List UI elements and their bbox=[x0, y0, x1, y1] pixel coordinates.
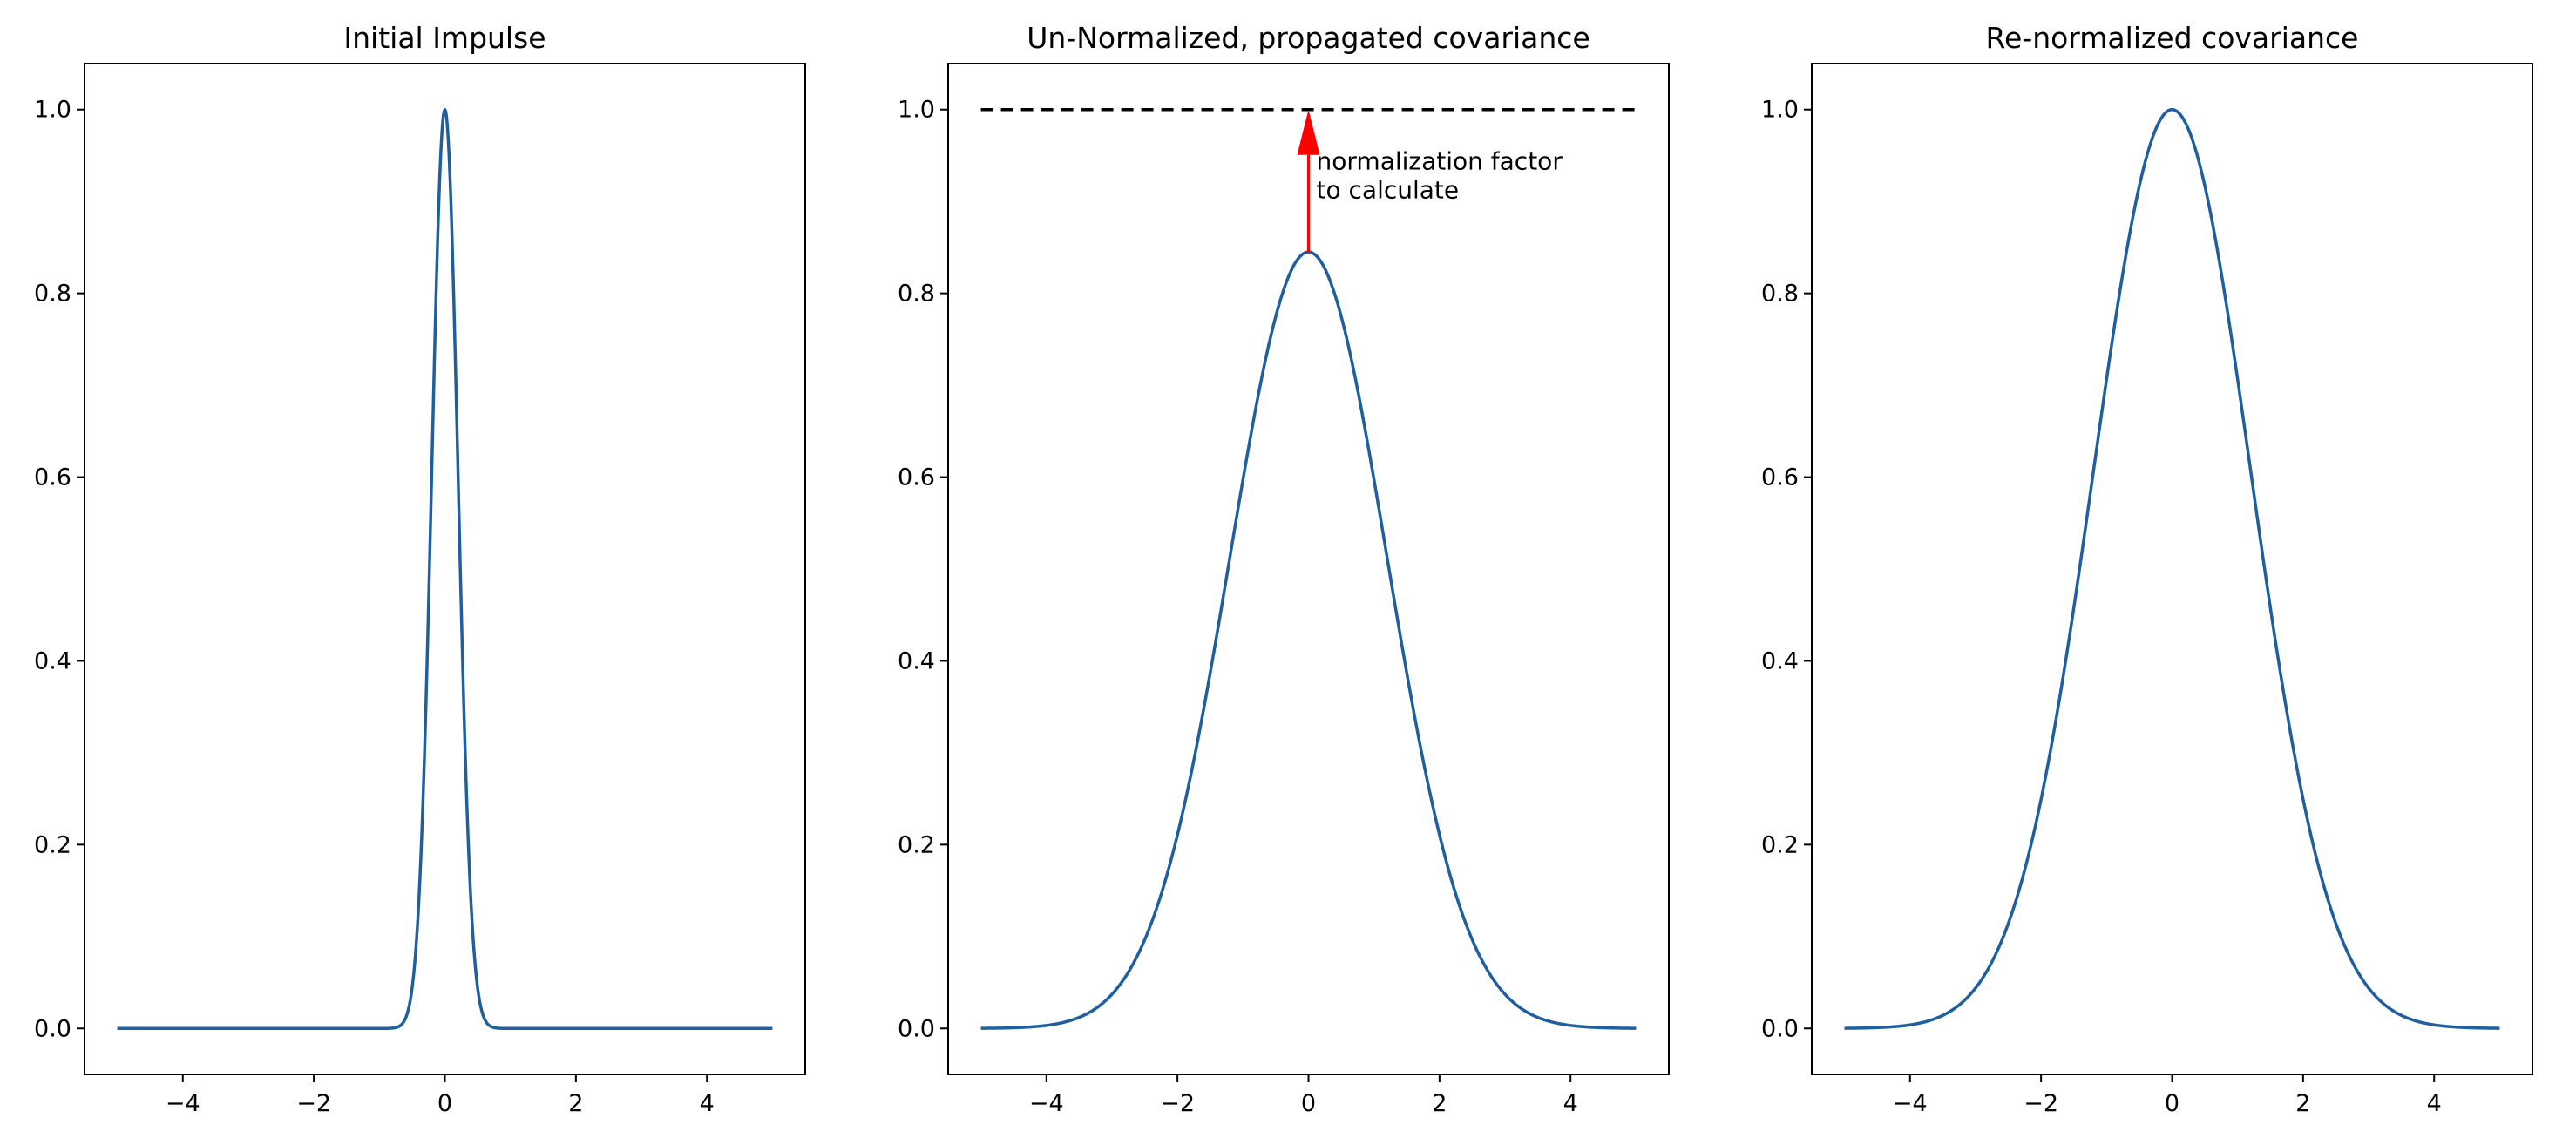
y-tick-label: 1.0 bbox=[1761, 97, 1799, 124]
y-tick-label: 0.4 bbox=[34, 647, 71, 674]
x-tick-label: −2 bbox=[2024, 1090, 2058, 1117]
y-tick-label: 0.8 bbox=[34, 281, 71, 308]
x-tick-label: −4 bbox=[166, 1090, 200, 1117]
x-tick-label: 2 bbox=[2295, 1090, 2310, 1117]
x-tick-label: 2 bbox=[1432, 1090, 1447, 1117]
chart-title: Initial Impulse bbox=[343, 21, 546, 55]
y-tick-label: 0.6 bbox=[34, 464, 71, 491]
y-tick-label: 0.8 bbox=[898, 281, 935, 308]
y-tick-label: 0.4 bbox=[898, 647, 935, 674]
x-tick-label: −2 bbox=[1160, 1090, 1195, 1117]
y-tick-label: 0.2 bbox=[34, 831, 71, 858]
x-tick-label: 4 bbox=[1563, 1090, 1578, 1117]
y-tick-label: 0.0 bbox=[34, 1015, 71, 1042]
x-tick-label: 0 bbox=[1301, 1090, 1316, 1117]
x-tick-label: −4 bbox=[1029, 1090, 1064, 1117]
x-tick-label: 0 bbox=[437, 1090, 452, 1117]
normalization-arrow-head bbox=[1297, 109, 1320, 155]
axes-frame bbox=[84, 63, 806, 1075]
series-line-impulse bbox=[116, 107, 774, 1031]
x-tick-label: 0 bbox=[2165, 1090, 2179, 1117]
chart-panel-1: Initial Impulse 0.0 0.2 0.4 0.6 0.8 1.0 −4 −2 0 2 4 bbox=[34, 21, 806, 1117]
y-tick-label: 0.2 bbox=[1761, 831, 1799, 858]
y-tick-label: 0.2 bbox=[898, 831, 935, 858]
axes-frame bbox=[947, 63, 1670, 1075]
x-tick-label: 2 bbox=[568, 1090, 583, 1117]
x-tick-label: −2 bbox=[296, 1090, 331, 1117]
chart-title: Re-normalized covariance bbox=[1986, 21, 2359, 55]
y-tick-label: 0.0 bbox=[898, 1015, 935, 1042]
y-tick-label: 0.0 bbox=[1761, 1015, 1799, 1042]
y-tick-label: 0.6 bbox=[1761, 464, 1799, 491]
series-line-renormalized bbox=[1843, 107, 2501, 1030]
y-tick-label: 1.0 bbox=[898, 97, 935, 124]
y-tick-label: 1.0 bbox=[34, 97, 71, 124]
annotation-text-line: normalization factor bbox=[1317, 146, 1563, 175]
chart-panel-3: Re-normalized covariance 0.0 0.2 0.4 0.6 0.8 1… bbox=[1761, 21, 2533, 1117]
y-tick-label: 0.8 bbox=[1761, 281, 1799, 308]
chart-panel-2: Un-Normalized, propagated covariance 0.0 0… bbox=[898, 21, 1670, 1117]
x-tick-label: −4 bbox=[1893, 1090, 1928, 1117]
axes-frame bbox=[1811, 63, 2533, 1075]
chart-title: Un-Normalized, propagated covariance bbox=[1027, 21, 1590, 55]
x-tick-label: 4 bbox=[2427, 1090, 2442, 1117]
y-tick-label: 0.4 bbox=[1761, 647, 1799, 674]
y-tick-label: 0.6 bbox=[898, 464, 935, 491]
x-tick-label: 4 bbox=[700, 1090, 715, 1117]
annotation-text-line: to calculate bbox=[1317, 175, 1460, 204]
